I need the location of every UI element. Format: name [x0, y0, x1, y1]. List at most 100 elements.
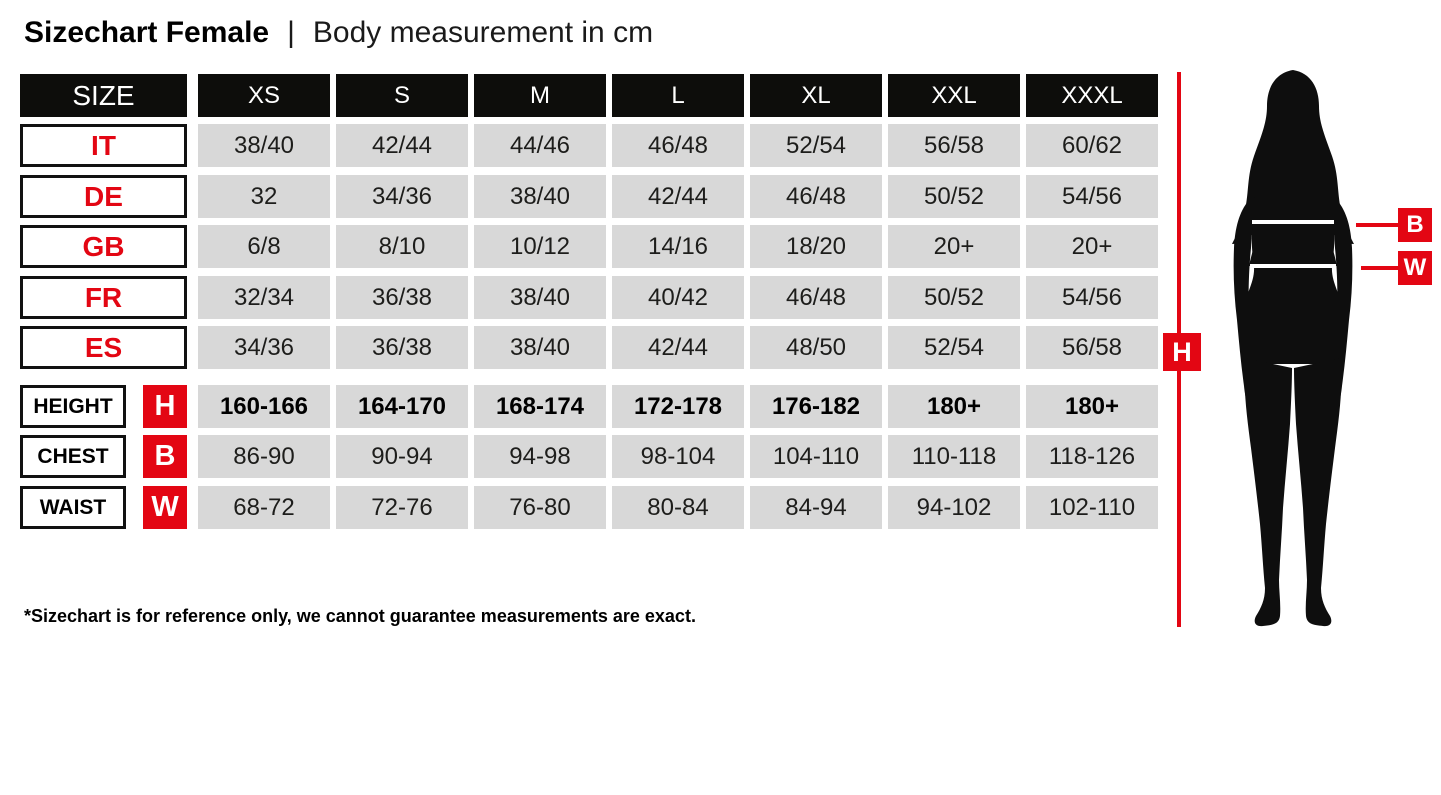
size-value-cell: 38/40 — [474, 175, 606, 218]
size-value-cell: 46/48 — [750, 175, 882, 218]
footnote: *Sizechart is for reference only, we can… — [24, 606, 696, 626]
bust-connector-line — [1356, 223, 1398, 227]
size-value-cell: 34/36 — [336, 175, 468, 218]
size-value-cell: 32/34 — [198, 276, 330, 319]
size-value-cell: 52/54 — [888, 326, 1020, 369]
size-value-cell: 48/50 — [750, 326, 882, 369]
size-value-cell: 42/44 — [612, 175, 744, 218]
header-size-s: S — [336, 74, 468, 117]
bust-badge: B — [1398, 208, 1432, 242]
size-value-cell: 90-94 — [336, 435, 468, 478]
size-value-cell: 86-90 — [198, 435, 330, 478]
size-value-cell: 118-126 — [1026, 435, 1158, 478]
height-badge: H — [1163, 333, 1201, 371]
size-value-cell: 54/56 — [1026, 175, 1158, 218]
size-value-cell: 50/52 — [888, 276, 1020, 319]
size-value-cell: 180+ — [888, 385, 1020, 428]
country-code-label: DE — [20, 175, 187, 218]
header-size-l: L — [612, 74, 744, 117]
size-value-cell: 160-166 — [198, 385, 330, 428]
size-value-cell: 52/54 — [750, 124, 882, 167]
table-row-chest: CHEST B 86-90 90-94 94-98 98-104 104-110… — [20, 435, 1164, 478]
chest-row-badge: B — [143, 435, 187, 478]
size-value-cell: 32 — [198, 175, 330, 218]
page-title: Sizechart Female | Body measurement in c… — [24, 16, 653, 50]
female-body-silhouette — [1232, 70, 1354, 627]
table-row-height: HEIGHT H 160-166 164-170 168-174 172-178… — [20, 385, 1164, 428]
title-separator: | — [287, 16, 295, 49]
chest-measure-line — [1252, 220, 1334, 224]
size-value-cell: 68-72 — [198, 486, 330, 529]
size-value-cell: 94-98 — [474, 435, 606, 478]
size-value-cell: 46/48 — [612, 124, 744, 167]
table-row-waist: WAIST W 68-72 72-76 76-80 80-84 84-94 94… — [20, 486, 1164, 529]
country-code-label: IT — [20, 124, 187, 167]
size-value-cell: 76-80 — [474, 486, 606, 529]
size-value-cell: 34/36 — [198, 326, 330, 369]
header-size-label: SIZE — [20, 74, 187, 117]
size-value-cell: 42/44 — [336, 124, 468, 167]
size-value-cell: 8/10 — [336, 225, 468, 268]
size-value-cell: 84-94 — [750, 486, 882, 529]
country-code-label: FR — [20, 276, 187, 319]
size-value-cell: 104-110 — [750, 435, 882, 478]
table-row-it: IT 38/40 42/44 44/46 46/48 52/54 56/58 6… — [20, 124, 1164, 167]
header-size-xxxl: XXXL — [1026, 74, 1158, 117]
country-code-label: ES — [20, 326, 187, 369]
size-value-cell: 54/56 — [1026, 276, 1158, 319]
size-value-cell: 6/8 — [198, 225, 330, 268]
height-row-badge: H — [143, 385, 187, 428]
waist-row-badge: W — [143, 486, 187, 529]
size-value-cell: 172-178 — [612, 385, 744, 428]
size-value-cell: 38/40 — [474, 276, 606, 319]
height-line-upper — [1177, 72, 1181, 333]
size-value-cell: 46/48 — [750, 276, 882, 319]
measurement-label-waist: WAIST — [20, 486, 126, 529]
size-value-cell: 168-174 — [474, 385, 606, 428]
size-value-cell: 20+ — [1026, 225, 1158, 268]
title-subtitle: Body measurement in cm — [312, 16, 654, 49]
table-row-fr: FR 32/34 36/38 38/40 40/42 46/48 50/52 5… — [20, 276, 1164, 319]
size-value-cell: 176-182 — [750, 385, 882, 428]
title-main: Sizechart Female — [24, 16, 270, 49]
country-code-label: GB — [20, 225, 187, 268]
header-size-xl: XL — [750, 74, 882, 117]
size-value-cell: 56/58 — [1026, 326, 1158, 369]
table-row-es: ES 34/36 36/38 38/40 42/44 48/50 52/54 5… — [20, 326, 1164, 369]
size-value-cell: 44/46 — [474, 124, 606, 167]
size-value-cell: 94-102 — [888, 486, 1020, 529]
height-line-lower — [1177, 371, 1181, 627]
size-value-cell: 110-118 — [888, 435, 1020, 478]
size-value-cell: 10/12 — [474, 225, 606, 268]
size-value-cell: 102-110 — [1026, 486, 1158, 529]
size-value-cell: 60/62 — [1026, 124, 1158, 167]
header-size-xxl: XXL — [888, 74, 1020, 117]
size-value-cell: 36/38 — [336, 276, 468, 319]
size-value-cell: 98-104 — [612, 435, 744, 478]
table-header-row: SIZE XS S M L XL XXL XXXL — [20, 74, 1164, 117]
size-value-cell: 56/58 — [888, 124, 1020, 167]
size-value-cell: 38/40 — [198, 124, 330, 167]
size-value-cell: 42/44 — [612, 326, 744, 369]
measurement-label-height: HEIGHT — [20, 385, 126, 428]
size-value-cell: 20+ — [888, 225, 1020, 268]
size-value-cell: 40/42 — [612, 276, 744, 319]
size-value-cell: 80-84 — [612, 486, 744, 529]
size-value-cell: 38/40 — [474, 326, 606, 369]
size-value-cell: 72-76 — [336, 486, 468, 529]
waist-connector-line — [1361, 266, 1398, 270]
waist-measure-line — [1250, 264, 1336, 268]
size-value-cell: 180+ — [1026, 385, 1158, 428]
header-size-m: M — [474, 74, 606, 117]
measurement-label-chest: CHEST — [20, 435, 126, 478]
waist-badge: W — [1398, 251, 1432, 285]
size-value-cell: 50/52 — [888, 175, 1020, 218]
size-value-cell: 36/38 — [336, 326, 468, 369]
size-value-cell: 14/16 — [612, 225, 744, 268]
table-row-gb: GB 6/8 8/10 10/12 14/16 18/20 20+ 20+ — [20, 225, 1164, 268]
table-row-de: DE 32 34/36 38/40 42/44 46/48 50/52 54/5… — [20, 175, 1164, 218]
header-size-xs: XS — [198, 74, 330, 117]
size-value-cell: 164-170 — [336, 385, 468, 428]
size-value-cell: 18/20 — [750, 225, 882, 268]
